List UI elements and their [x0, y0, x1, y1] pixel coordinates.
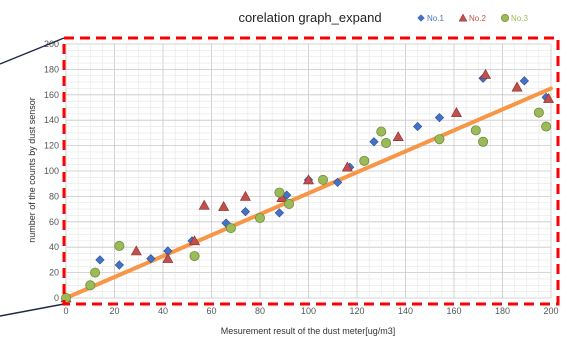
data-point-series-3 — [434, 134, 445, 145]
data-point-series-3 — [114, 240, 125, 251]
legend-label-series-2: No.2 — [469, 14, 486, 23]
legend-label-series-3: No.3 — [511, 14, 528, 23]
legend: No.1 No.2 No.3 — [417, 13, 528, 23]
y-axis-label: number of the counts by dust sensor — [27, 97, 37, 243]
data-point-series-1 — [240, 207, 251, 217]
data-point-series-2 — [198, 199, 210, 210]
x-tick-label: 20 — [109, 306, 119, 316]
data-point-series-3 — [359, 155, 370, 166]
callout-lines — [0, 37, 65, 317]
data-point-series-3 — [189, 251, 200, 262]
y-tick-label: 120 — [44, 141, 59, 151]
data-point-series-2 — [392, 131, 404, 142]
x-tick-label: 200 — [543, 306, 558, 316]
y-tick-label: 60 — [49, 217, 59, 227]
data-point-series-3 — [284, 199, 295, 210]
y-tick-label: 160 — [44, 90, 59, 100]
x-tick-label: 80 — [255, 306, 265, 316]
grid — [65, 43, 552, 299]
data-point-series-2 — [450, 106, 462, 117]
legend-label-series-1: No.1 — [427, 14, 444, 23]
x-axis-ticks: 0 20 40 60 80 100 120 140 160 180 200 — [63, 306, 558, 316]
data-point-series-1 — [434, 113, 445, 123]
data-point-series-1 — [369, 137, 379, 147]
data-point-series-1 — [413, 121, 423, 132]
data-point-series-3 — [541, 121, 552, 132]
data-point-series-2 — [302, 174, 315, 185]
data-point-series-3 — [274, 187, 285, 198]
legend-marker-series-1 — [417, 14, 425, 22]
y-tick-label: 80 — [49, 191, 59, 201]
data-point-series-2 — [543, 92, 555, 103]
x-tick-label: 60 — [206, 306, 216, 316]
data-point-series-2 — [341, 161, 353, 172]
y-tick-label: 200 — [44, 39, 59, 49]
data-point-series-2 — [511, 81, 523, 92]
data-point-series-1 — [114, 260, 124, 270]
data-point-series-2 — [218, 200, 230, 211]
data-point-series-3 — [470, 125, 481, 136]
y-tick-label: 180 — [44, 64, 59, 74]
x-tick-label: 180 — [495, 306, 510, 316]
data-point-series-1 — [519, 76, 529, 86]
y-axis-ticks: 0 20 40 60 80 100 120 140 160 180 200 — [44, 39, 59, 303]
x-tick-label: 100 — [301, 306, 316, 316]
data-point-series-3 — [254, 212, 265, 223]
data-point-series-2 — [239, 190, 251, 201]
data-point-series-2 — [480, 68, 492, 79]
data-point-series-1 — [146, 254, 156, 264]
data-point-series-3 — [90, 267, 101, 278]
x-tick-label: 120 — [349, 306, 364, 316]
data-point-series-2 — [130, 245, 142, 256]
data-point-series-2 — [162, 253, 174, 263]
chart-title: corelation graph_expand — [238, 10, 381, 25]
x-tick-label: 160 — [446, 306, 461, 316]
data-point-series-3 — [85, 280, 96, 291]
data-point-series-2 — [189, 235, 201, 246]
x-axis-label: Mesurement result of the dust meter[ug/m… — [221, 326, 396, 336]
trendline — [64, 86, 553, 300]
trendline-segment — [64, 86, 553, 300]
x-tick-label: 0 — [63, 306, 68, 316]
data-point-series-3 — [478, 136, 489, 147]
data-point-series-3 — [318, 174, 329, 185]
data-point-series-3 — [381, 138, 392, 149]
callout-line-bottom — [0, 303, 65, 317]
legend-marker-series-3 — [501, 13, 510, 22]
data-point-series-1 — [95, 255, 105, 265]
y-tick-label: 0 — [54, 293, 59, 303]
data-points — [60, 68, 555, 303]
data-point-series-1 — [332, 177, 343, 188]
data-point-series-3 — [533, 107, 544, 118]
data-point-series-1 — [274, 208, 285, 218]
y-tick-label: 20 — [49, 268, 59, 278]
y-tick-label: 100 — [44, 166, 59, 176]
callout-line-top — [0, 37, 65, 65]
highlight-box — [62, 36, 560, 306]
y-tick-label: 140 — [44, 115, 59, 125]
legend-marker-series-2 — [458, 13, 468, 22]
x-tick-label: 40 — [158, 306, 168, 316]
y-tick-label: 40 — [49, 242, 59, 252]
data-point-series-3 — [376, 126, 387, 137]
data-point-series-3 — [225, 223, 236, 234]
x-tick-label: 140 — [398, 306, 413, 316]
